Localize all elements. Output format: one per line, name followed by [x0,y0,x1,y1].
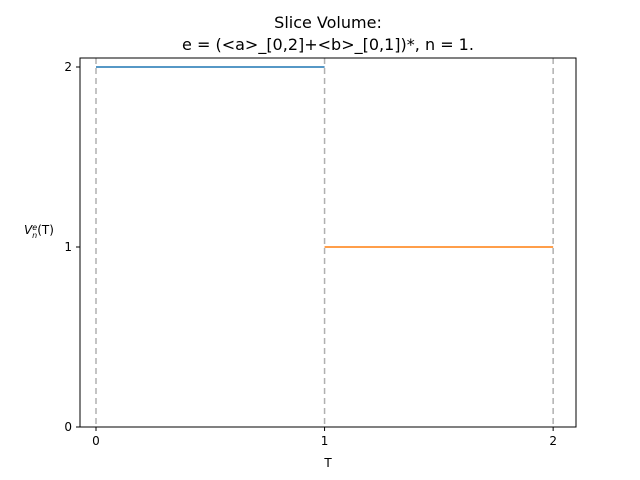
y-axis-label-sub: n [32,231,37,240]
y-axis-label: Ve n(T) [24,223,54,240]
x-tick-label: 0 [92,434,100,448]
y-axis-ticks: 0 1 2 [64,60,80,434]
chart-subtitle: e = (<a>_[0,2]+<b>_[0,1])*, n = 1. [182,35,474,55]
reference-lines [95,58,554,427]
y-tick-label: 2 [64,60,72,74]
y-axis-label-sup: e [32,223,37,232]
plot-frame [79,57,577,428]
x-tick-label: 1 [321,434,329,448]
y-axis-label-main: V [24,223,33,237]
chart-title: Slice Volume: [274,13,382,32]
y-axis-label-arg: (T) [37,223,54,237]
y-tick-label: 0 [64,420,72,434]
x-axis-label: T [323,456,332,470]
x-tick-label: 2 [549,434,557,448]
y-tick-label: 1 [64,240,72,254]
x-axis-ticks: 0 1 2 [92,427,557,448]
series-group [96,66,554,248]
